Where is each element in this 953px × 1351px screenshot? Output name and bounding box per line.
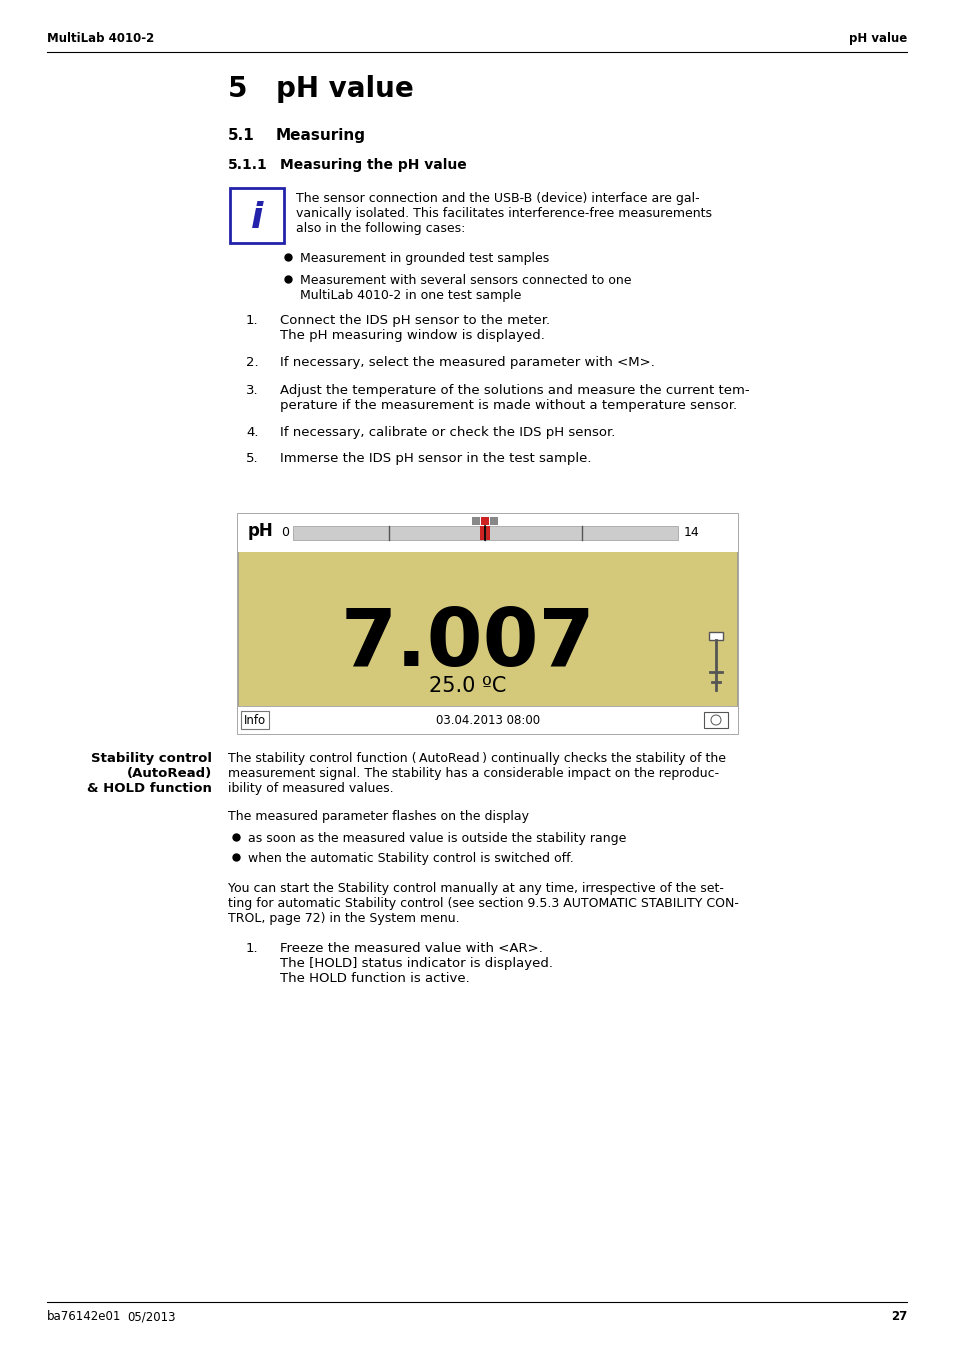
- Bar: [490, 517, 498, 526]
- Bar: [237, 513, 738, 553]
- Text: Measurement with several sensors connected to one: Measurement with several sensors connect…: [299, 274, 631, 286]
- Text: 0: 0: [281, 527, 289, 539]
- Text: The measured parameter flashes on the display: The measured parameter flashes on the di…: [228, 811, 529, 823]
- Text: You can start the Stability control manually at any time, irrespective of the se: You can start the Stability control manu…: [228, 882, 723, 894]
- Text: 05/2013: 05/2013: [127, 1310, 175, 1323]
- Text: 03.04.2013 08:00: 03.04.2013 08:00: [436, 713, 539, 727]
- Text: 5.: 5.: [246, 453, 258, 465]
- Text: Freeze the measured value with <AR>.: Freeze the measured value with <AR>.: [280, 942, 542, 955]
- Text: i: i: [251, 201, 263, 235]
- Text: as soon as the measured value is outside the stability range: as soon as the measured value is outside…: [248, 832, 626, 844]
- Text: 5.1.1: 5.1.1: [228, 158, 268, 172]
- Text: 3.: 3.: [246, 384, 258, 397]
- Bar: [708, 632, 722, 640]
- Text: Stability control: Stability control: [91, 753, 212, 765]
- Text: 5.1: 5.1: [228, 128, 254, 143]
- Text: 7.007: 7.007: [340, 605, 595, 684]
- Text: Connect the IDS pH sensor to the meter.: Connect the IDS pH sensor to the meter.: [280, 313, 550, 327]
- Text: Measuring: Measuring: [275, 128, 366, 143]
- Text: ba76142e01: ba76142e01: [47, 1310, 121, 1323]
- Text: Measuring the pH value: Measuring the pH value: [280, 158, 466, 172]
- Text: (AutoRead): (AutoRead): [127, 767, 212, 780]
- Text: perature if the measurement is made without a temperature sensor.: perature if the measurement is made with…: [280, 399, 737, 412]
- Text: If necessary, calibrate or check the IDS pH sensor.: If necessary, calibrate or check the IDS…: [280, 426, 615, 439]
- Text: 5: 5: [228, 76, 247, 103]
- Text: MultiLab 4010-2 in one test sample: MultiLab 4010-2 in one test sample: [299, 289, 521, 303]
- Text: TROL, page 72) in the System menu.: TROL, page 72) in the System menu.: [228, 912, 459, 925]
- Bar: [480, 526, 490, 540]
- Bar: [472, 517, 480, 526]
- Text: pH value: pH value: [275, 76, 414, 103]
- Text: 1.: 1.: [246, 942, 258, 955]
- Text: The sensor connection and the USB-B (device) interface are gal-: The sensor connection and the USB-B (dev…: [295, 192, 699, 205]
- Text: & HOLD function: & HOLD function: [87, 782, 212, 794]
- Text: Info: Info: [244, 713, 266, 727]
- Bar: [230, 188, 284, 243]
- Text: measurement signal. The stability has a considerable impact on the reproduc-: measurement signal. The stability has a …: [228, 767, 719, 780]
- Text: 2.: 2.: [246, 357, 258, 369]
- Text: 25.0 ºC: 25.0 ºC: [429, 676, 506, 696]
- Text: 1.: 1.: [246, 313, 258, 327]
- Text: ibility of measured values.: ibility of measured values.: [228, 782, 394, 794]
- Text: 27: 27: [890, 1310, 906, 1323]
- Bar: [237, 707, 738, 734]
- Text: Immerse the IDS pH sensor in the test sample.: Immerse the IDS pH sensor in the test sa…: [280, 453, 591, 465]
- Bar: [293, 526, 678, 540]
- Text: ting for automatic Stability control (see section 9.5.3 AUTOMATIC STABILITY CON-: ting for automatic Stability control (se…: [228, 897, 739, 911]
- Text: also in the following cases:: also in the following cases:: [295, 222, 465, 235]
- Text: The pH measuring window is displayed.: The pH measuring window is displayed.: [280, 330, 544, 342]
- Bar: [237, 513, 738, 734]
- Text: Adjust the temperature of the solutions and measure the current tem-: Adjust the temperature of the solutions …: [280, 384, 749, 397]
- Text: pH value: pH value: [848, 32, 906, 45]
- Text: The [HOLD] status indicator is displayed.: The [HOLD] status indicator is displayed…: [280, 957, 553, 970]
- Text: when the automatic Stability control is switched off.: when the automatic Stability control is …: [248, 852, 573, 865]
- Text: The stability control function ( AutoRead ) continually checks the stability of : The stability control function ( AutoRea…: [228, 753, 725, 765]
- Text: MultiLab 4010-2: MultiLab 4010-2: [47, 32, 154, 45]
- Text: vanically isolated. This facilitates interference-free measurements: vanically isolated. This facilitates int…: [295, 207, 711, 220]
- Bar: [703, 712, 727, 728]
- Circle shape: [710, 715, 720, 725]
- Text: 4.: 4.: [246, 426, 258, 439]
- Text: 14: 14: [683, 527, 699, 539]
- Text: The HOLD function is active.: The HOLD function is active.: [280, 971, 469, 985]
- Bar: [481, 517, 489, 526]
- Text: Measurement in grounded test samples: Measurement in grounded test samples: [299, 253, 549, 265]
- Text: pH: pH: [248, 521, 274, 540]
- Text: If necessary, select the measured parameter with <M>.: If necessary, select the measured parame…: [280, 357, 654, 369]
